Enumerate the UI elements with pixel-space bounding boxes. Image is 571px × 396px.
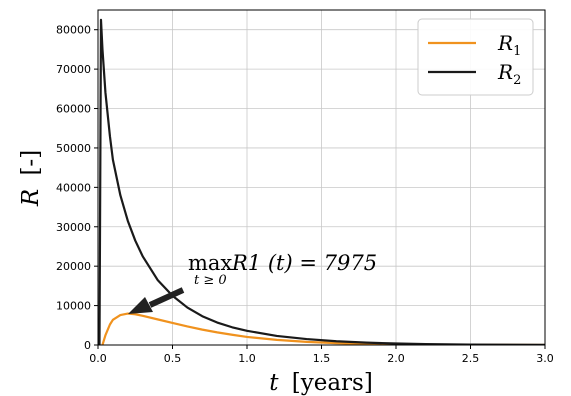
annotation-max-label: max bbox=[188, 251, 232, 275]
x-axis-symbol: t bbox=[269, 370, 279, 396]
legend-r1-label: R1 bbox=[497, 31, 521, 59]
x-axis-unit: [years] bbox=[292, 370, 373, 396]
x-tick-label: 1.0 bbox=[238, 352, 256, 365]
x-tick-label: 2.0 bbox=[387, 352, 405, 365]
annotation-arrow bbox=[148, 287, 185, 308]
y-axis-label: R [-] bbox=[18, 150, 44, 207]
x-tick-label: 0.0 bbox=[89, 352, 107, 365]
ticks: 0.0 0.5 1.0 1.5 2.0 2.5 3.0 0 10000 20000 30000 400… bbox=[56, 24, 554, 365]
x-tick-label: 2.5 bbox=[462, 352, 480, 365]
annotation: max t ≥ 0 R1 (t) = 7975 bbox=[128, 251, 377, 314]
x-axis-label: t [years] bbox=[269, 370, 373, 396]
y-tick-label: 60000 bbox=[56, 103, 91, 116]
y-axis-unit: [-] bbox=[18, 150, 44, 176]
annotation-expression: R1 (t) = 7975 bbox=[231, 251, 377, 275]
annotation-arrowhead bbox=[128, 297, 153, 314]
y-axis-symbol: R bbox=[18, 189, 44, 207]
series-lines bbox=[98, 18, 545, 345]
y-tick-label: 0 bbox=[84, 339, 91, 352]
y-tick-label: 80000 bbox=[56, 24, 91, 37]
legend-box bbox=[417, 18, 534, 96]
y-tick-label: 20000 bbox=[56, 260, 91, 273]
y-tick-label: 40000 bbox=[56, 181, 91, 194]
legend-r2-label: R2 bbox=[497, 60, 521, 88]
y-tick-label: 70000 bbox=[56, 63, 91, 76]
series-line-r2 bbox=[98, 18, 545, 345]
x-tick-label: 1.5 bbox=[313, 352, 331, 365]
x-tick-label: 0.5 bbox=[164, 352, 182, 365]
y-tick-label: 10000 bbox=[56, 300, 91, 313]
y-tick-label: 50000 bbox=[56, 142, 91, 155]
x-tick-label: 3.0 bbox=[536, 352, 554, 365]
legend: R1 R2 bbox=[417, 18, 534, 96]
annotation-subscript: t ≥ 0 bbox=[194, 273, 227, 288]
y-tick-label: 30000 bbox=[56, 221, 91, 234]
